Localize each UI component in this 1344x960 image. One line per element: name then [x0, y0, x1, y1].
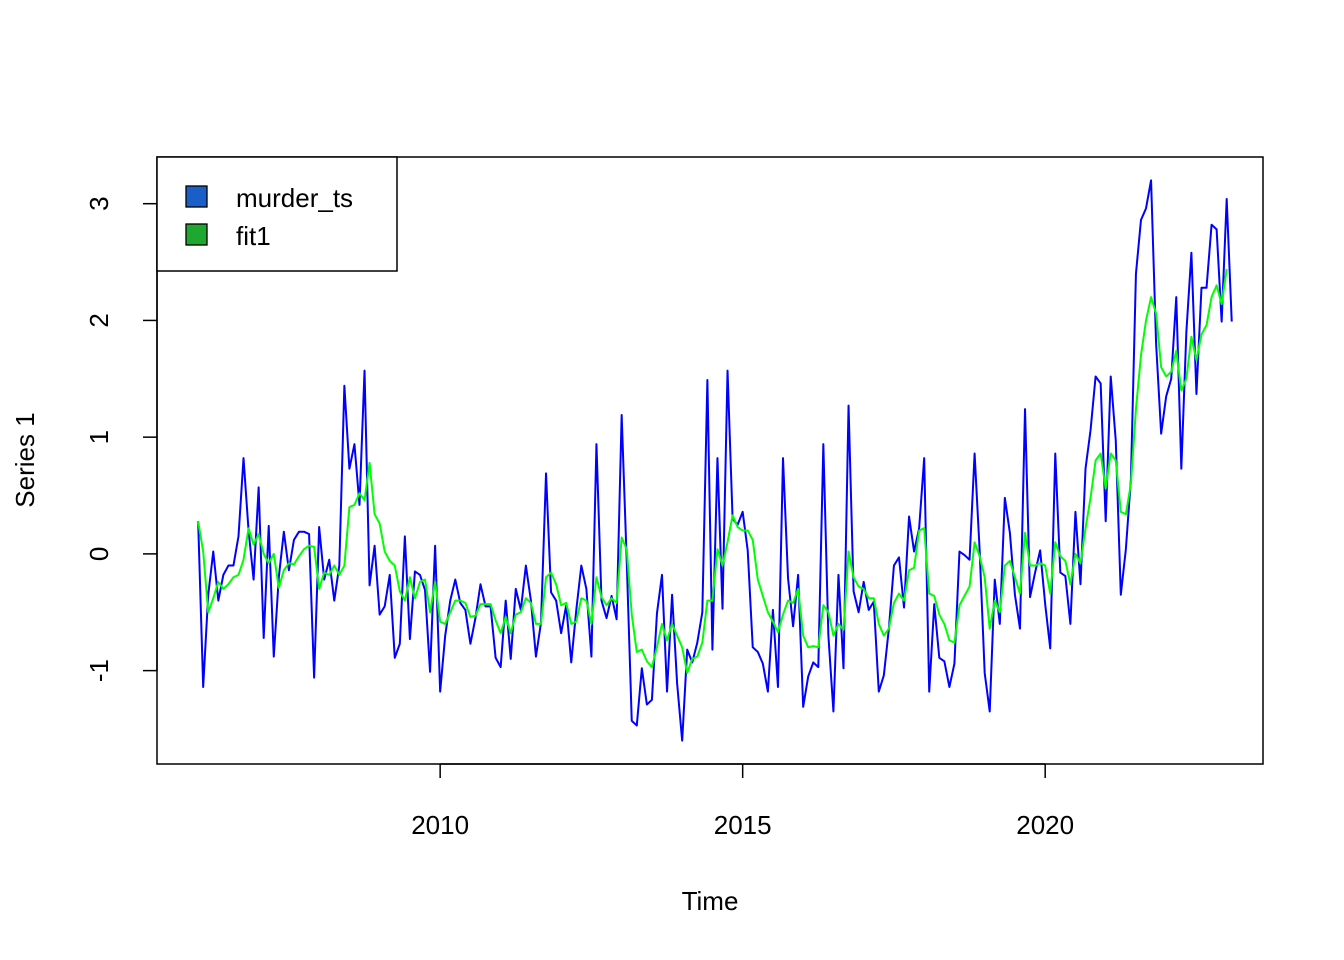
x-axis: 2010 2015 2020: [411, 763, 1074, 840]
legend-label-fit1: fit1: [236, 221, 271, 251]
series-line-fit1: [197, 268, 1228, 674]
y-tick-label: 0: [84, 547, 114, 561]
legend-swatch-fit1: [185, 223, 208, 246]
x-tick-label: 2010: [411, 810, 469, 840]
y-tick-label: 2: [84, 313, 114, 327]
legend-box: [156, 156, 398, 272]
y-axis: -1 0 1 2 3: [84, 196, 158, 682]
legend-swatch-murder-ts: [185, 185, 208, 208]
series-layer: [197, 179, 1233, 742]
x-tick-label: 2015: [714, 810, 772, 840]
legend: murder_ts fit1: [156, 156, 398, 272]
y-axis-title: Series 1: [10, 412, 40, 507]
legend-label-murder-ts: murder_ts: [236, 183, 353, 213]
y-tick-label: 3: [84, 196, 114, 210]
y-tick-label: -1: [84, 659, 114, 682]
x-tick-label: 2020: [1016, 810, 1074, 840]
y-tick-label: 1: [84, 430, 114, 444]
x-axis-title: Time: [682, 886, 739, 916]
